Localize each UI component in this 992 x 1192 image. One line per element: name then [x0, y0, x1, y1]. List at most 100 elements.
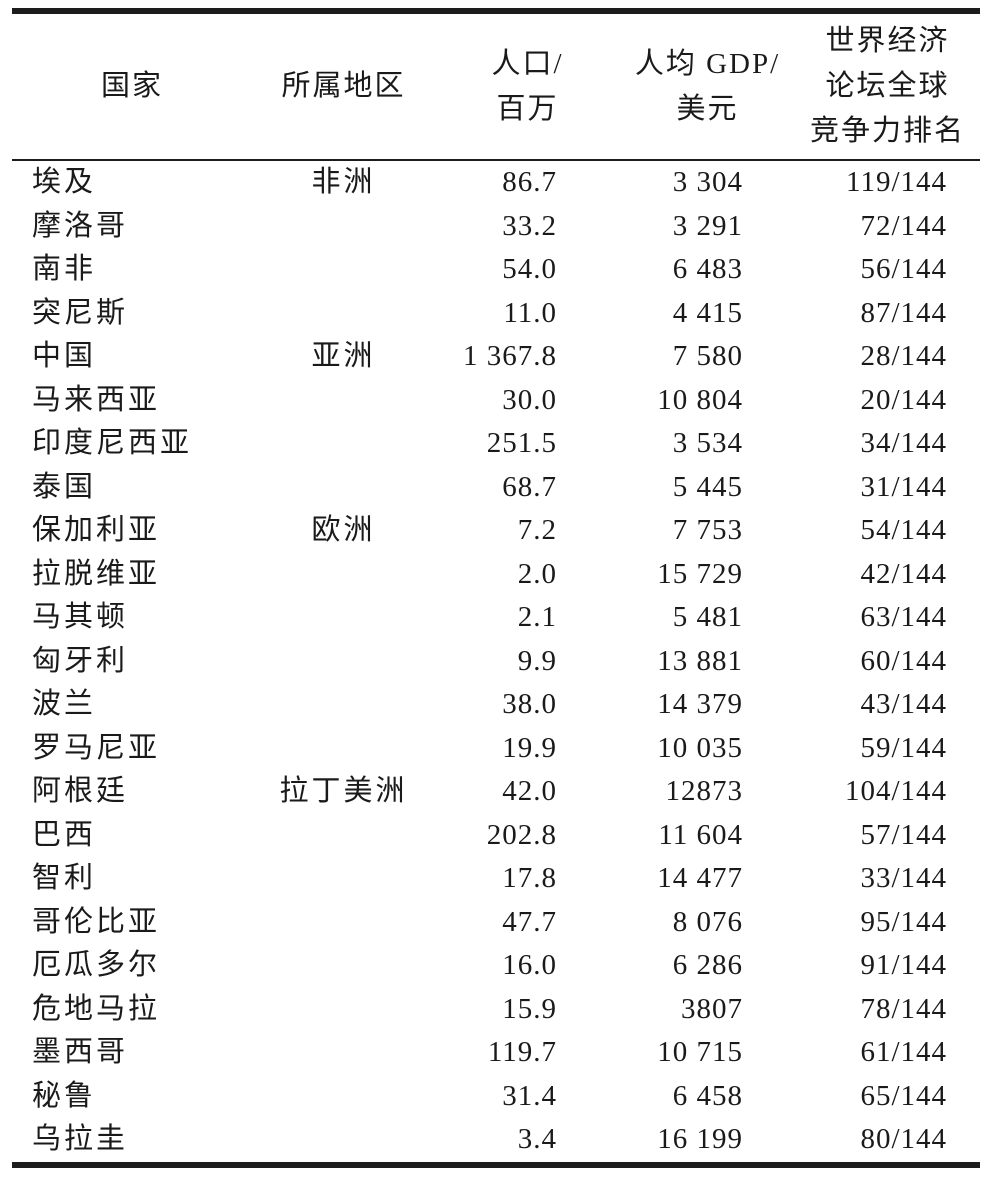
cell-country: 秘鲁 — [32, 1079, 97, 1112]
cell-population: 11.0 — [503, 296, 557, 329]
cell-gdp: 10 035 — [657, 731, 743, 764]
cell-population: 47.7 — [502, 905, 557, 938]
cell-region — [252, 292, 435, 336]
cell-population: 86.7 — [502, 166, 557, 198]
cell-region — [252, 422, 435, 466]
cell-country: 阿根廷 — [32, 775, 129, 807]
table-row: 马其顿 2.1 5 481 63/144 — [12, 596, 980, 640]
cell-population: 16.0 — [502, 949, 557, 981]
cell-rank: 119/144 — [846, 166, 947, 198]
cell-rank: 57/144 — [860, 818, 947, 851]
cell-region — [252, 1118, 435, 1165]
cell-rank: 80/144 — [860, 1123, 947, 1155]
cell-country: 南非 — [32, 253, 97, 285]
table-row: 厄瓜多尔 16.0 6 286 91/144 — [12, 944, 980, 988]
cell-rank: 78/144 — [860, 992, 947, 1025]
cell-region: 亚洲 — [311, 340, 376, 372]
cell-rank: 28/144 — [860, 340, 947, 372]
table-row: 印度尼西亚 251.5 3 534 34/144 — [12, 422, 980, 466]
cell-gdp: 11 604 — [658, 818, 743, 851]
table-row: 罗马尼亚 19.9 10 035 59/144 — [12, 727, 980, 771]
cell-gdp: 16 199 — [657, 1123, 743, 1155]
cell-region — [252, 727, 435, 771]
cell-population: 15.9 — [502, 992, 557, 1025]
cell-gdp: 12873 — [665, 775, 743, 807]
cell-country: 摩洛哥 — [32, 209, 129, 242]
cell-population: 30.0 — [502, 383, 557, 416]
cell-gdp: 10 804 — [657, 383, 743, 416]
table-row: 保加利亚 欧洲 7.2 7 753 54/144 — [12, 509, 980, 553]
cell-gdp: 8 076 — [672, 905, 743, 938]
cell-country: 危地马拉 — [32, 992, 161, 1025]
cell-region — [252, 205, 435, 249]
cell-country: 哥伦比亚 — [32, 905, 161, 938]
cell-population: 31.4 — [502, 1079, 557, 1112]
cell-gdp: 6 458 — [672, 1079, 743, 1112]
cell-region — [252, 857, 435, 901]
table-row: 智利 17.8 14 477 33/144 — [12, 857, 980, 901]
cell-gdp: 3 304 — [672, 166, 743, 198]
table-row: 乌拉圭 3.4 16 199 80/144 — [12, 1118, 980, 1165]
cell-country: 匈牙利 — [32, 644, 129, 677]
col-header-population: 人口/ 百万 — [435, 11, 620, 161]
col-header-rank: 世界经济 论坛全球 竞争力排名 — [795, 11, 980, 161]
cell-rank: 31/144 — [860, 470, 947, 503]
table-row: 拉脱维亚 2.0 15 729 42/144 — [12, 553, 980, 597]
cell-gdp: 7 580 — [672, 340, 743, 372]
cell-region — [252, 379, 435, 423]
cell-rank: 42/144 — [860, 557, 947, 590]
cell-rank: 33/144 — [860, 862, 947, 894]
cell-population: 2.0 — [517, 557, 557, 590]
cell-rank: 59/144 — [860, 731, 947, 764]
cell-region — [252, 944, 435, 988]
cell-gdp: 3 534 — [672, 427, 743, 459]
cell-region — [252, 901, 435, 945]
cell-population: 119.7 — [487, 1036, 557, 1068]
table-row: 南非 54.0 6 483 56/144 — [12, 248, 980, 292]
table-row: 马来西亚 30.0 10 804 20/144 — [12, 379, 980, 423]
cell-rank: 72/144 — [860, 209, 947, 242]
cell-population: 19.9 — [502, 731, 557, 764]
cell-country: 墨西哥 — [32, 1036, 129, 1068]
cell-population: 68.7 — [502, 470, 557, 503]
cell-country: 印度尼西亚 — [32, 427, 193, 459]
cell-gdp: 10 715 — [657, 1036, 743, 1068]
cell-gdp: 5 445 — [672, 470, 743, 503]
cell-region — [252, 640, 435, 684]
cell-gdp: 15 729 — [657, 557, 743, 590]
cell-rank: 95/144 — [860, 905, 947, 938]
cell-population: 1 367.8 — [463, 340, 557, 372]
table-row: 埃及 非洲 86.7 3 304 119/144 — [12, 160, 980, 205]
table-body: 埃及 非洲 86.7 3 304 119/144 摩洛哥 33.2 3 291 … — [12, 160, 980, 1165]
cell-region: 拉丁美洲 — [279, 775, 408, 807]
table-row: 摩洛哥 33.2 3 291 72/144 — [12, 205, 980, 249]
cell-region: 欧洲 — [311, 514, 376, 546]
cell-country: 巴西 — [32, 818, 97, 851]
cell-country: 波兰 — [32, 688, 97, 720]
cell-country: 厄瓜多尔 — [32, 949, 161, 981]
table-row: 危地马拉 15.9 3807 78/144 — [12, 988, 980, 1032]
country-statistics-table: 国家 所属地区 人口/ 百万 人均 GDP/ 美元 世界经济 论坛全球 竞争力排… — [12, 8, 980, 1168]
cell-country: 突尼斯 — [32, 296, 129, 329]
table-row: 波兰 38.0 14 379 43/144 — [12, 683, 980, 727]
cell-country: 中国 — [32, 340, 97, 372]
table-row: 墨西哥 119.7 10 715 61/144 — [12, 1031, 980, 1075]
header-row: 国家 所属地区 人口/ 百万 人均 GDP/ 美元 世界经济 论坛全球 竞争力排… — [12, 11, 980, 161]
cell-country: 保加利亚 — [32, 514, 161, 546]
cell-rank: 34/144 — [860, 427, 947, 459]
cell-country: 泰国 — [32, 470, 97, 503]
cell-region — [252, 1075, 435, 1119]
cell-population: 17.8 — [502, 862, 557, 894]
table-row: 匈牙利 9.9 13 881 60/144 — [12, 640, 980, 684]
cell-population: 54.0 — [502, 253, 557, 285]
table-row: 秘鲁 31.4 6 458 65/144 — [12, 1075, 980, 1119]
cell-population: 3.4 — [517, 1123, 557, 1155]
cell-rank: 60/144 — [860, 644, 947, 677]
cell-rank: 61/144 — [860, 1036, 947, 1068]
cell-rank: 54/144 — [860, 514, 947, 546]
cell-country: 罗马尼亚 — [32, 731, 161, 764]
cell-rank: 43/144 — [860, 688, 947, 720]
cell-country: 乌拉圭 — [32, 1123, 129, 1155]
cell-gdp: 3 291 — [672, 209, 743, 242]
col-header-gdp: 人均 GDP/ 美元 — [620, 11, 795, 161]
